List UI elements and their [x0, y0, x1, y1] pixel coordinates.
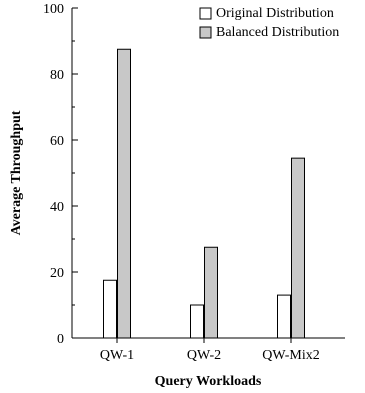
y-tick-label: 40: [50, 200, 64, 215]
y-axis-label: Average Throughput: [9, 110, 24, 235]
x-axis-label: Query Workloads: [155, 374, 262, 389]
bar-original: [103, 279, 117, 339]
y-tick-label: 100: [43, 2, 64, 17]
legend-swatch-original: [199, 7, 212, 20]
legend-swatch-balanced: [199, 26, 212, 39]
y-tick-label: 80: [50, 68, 64, 83]
bar-original: [277, 294, 291, 339]
plot-area: 0 20 40 60 80 100 QW-1 QW-2 QW-Mix2: [43, 2, 345, 363]
legend-label-original: Original Distribution: [216, 6, 334, 21]
x-tick-label: QW-1: [100, 348, 134, 363]
legend: Original Distribution Balanced Distribut…: [199, 6, 339, 40]
x-tick-label: QW-Mix2: [262, 348, 320, 363]
x-tick-label: QW-2: [187, 348, 221, 363]
legend-label-balanced: Balanced Distribution: [216, 25, 339, 40]
bar-balanced: [291, 157, 305, 339]
bar-balanced: [204, 246, 218, 339]
y-tick-label: 60: [50, 134, 64, 149]
bar-original: [190, 304, 204, 339]
y-tick-label: 20: [50, 266, 64, 281]
bar-balanced: [117, 48, 131, 339]
y-tick-label: 0: [57, 332, 64, 347]
